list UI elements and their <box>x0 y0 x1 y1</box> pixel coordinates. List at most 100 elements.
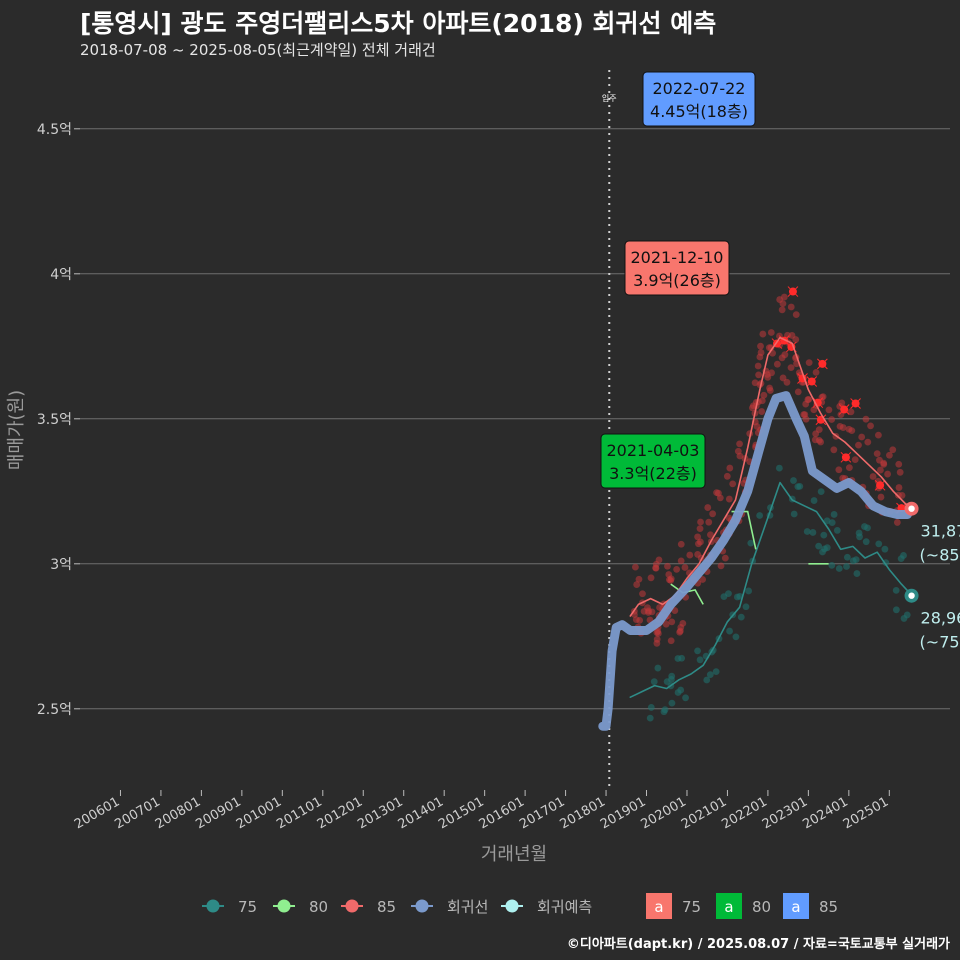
footer-credit: ©디아파트(dapt.kr) / 2025.08.07 / 자료=국토교통부 실… <box>566 937 950 952</box>
scatter-point-85 <box>723 472 731 480</box>
legend-label: 80 <box>309 898 328 916</box>
callout-date: 2021-12-10 <box>631 248 724 267</box>
scatter-cross <box>787 286 799 297</box>
scatter-point-75 <box>668 699 676 707</box>
scatter-point-75 <box>725 590 732 598</box>
scatter-point-75 <box>810 497 818 504</box>
scatter-point-75 <box>833 527 841 534</box>
x-axis: 2006012007012008012009012010012011012012… <box>72 790 891 832</box>
scatter-point-85 <box>880 459 888 467</box>
scatter-point-85 <box>763 371 771 378</box>
scatter-point-85 <box>818 393 826 401</box>
scatter-point-85 <box>736 452 744 460</box>
y-axis: 2.5억 3억 3.5억 4억 4.5억 <box>37 122 80 718</box>
scatter-point-85 <box>787 364 795 372</box>
scatter-point-85 <box>877 466 884 474</box>
scatter-point-85 <box>757 349 765 356</box>
scatter-point-85 <box>895 484 903 491</box>
scatter-point-75 <box>663 678 671 686</box>
scatter-point-75 <box>809 529 817 536</box>
callout-price: 4.45억(18층) <box>650 102 748 121</box>
scatter-point-75 <box>775 464 783 472</box>
scatter-point-85 <box>867 422 874 430</box>
y-tick-label: 3억 <box>50 557 72 573</box>
chart-subtitle: 2018-07-08 ~ 2025-08-05(최근계약일) 전체 거래건 <box>80 41 436 59</box>
scatter-point-85 <box>895 460 903 468</box>
scatter-point-85 <box>686 569 693 577</box>
scatter-point-85 <box>759 330 767 338</box>
scatter-point-85 <box>825 406 833 414</box>
callout-box <box>600 433 706 489</box>
scatter-point-85 <box>877 493 885 501</box>
legend-key-dot <box>415 899 429 913</box>
scatter-point-85 <box>697 518 704 526</box>
legend-box-label: 85 <box>819 898 838 916</box>
scatter-point-75 <box>794 483 802 491</box>
scatter-point-85 <box>736 440 743 448</box>
scatter-point-85 <box>755 371 762 379</box>
scatter-point-85 <box>805 359 813 367</box>
scatter-point-85 <box>653 629 661 636</box>
scatter-point-85 <box>873 450 881 458</box>
legend-key-dot <box>345 899 359 913</box>
x-tick-label: 200901 <box>193 794 243 832</box>
scatter-point-75 <box>900 615 908 622</box>
scatter-point-75 <box>820 531 828 539</box>
scatter-point-75 <box>864 524 871 532</box>
scatter-point-75 <box>668 672 676 680</box>
legend-label: 75 <box>238 898 257 916</box>
scatter-point-75 <box>726 627 733 635</box>
scatter-point-85 <box>694 533 702 541</box>
scatter-point-85 <box>779 374 787 382</box>
scatter-cross <box>817 358 828 370</box>
scatter-point-85 <box>810 406 818 414</box>
scatter-point-85 <box>886 451 893 459</box>
scatter-point-85 <box>812 430 820 438</box>
x-tick-label: 201901 <box>598 794 648 832</box>
scatter-point-85 <box>836 422 844 430</box>
scatter-point-85 <box>748 404 756 412</box>
x-tick-label: 201101 <box>274 794 324 832</box>
scatter-cross <box>815 414 827 426</box>
x-tick-label: 202201 <box>719 794 769 832</box>
y-axis-label: 매매가(원) <box>6 390 27 470</box>
callout-box <box>642 71 756 127</box>
scatter-point-75 <box>828 561 836 569</box>
legend-box-glyph: a <box>724 898 733 916</box>
scatter-point-85 <box>677 557 685 565</box>
scatter-point-75 <box>815 542 823 550</box>
scatter-point-85 <box>858 433 866 441</box>
scatter-point-75 <box>678 654 686 662</box>
scatter-point-85 <box>653 635 661 643</box>
x-tick-label: 202001 <box>638 794 688 832</box>
scatter-point-75 <box>694 647 701 655</box>
x-tick-label: 201501 <box>436 794 486 832</box>
scatter-point-85 <box>788 332 796 339</box>
scatter-cross <box>850 398 861 409</box>
scatter-point-85 <box>686 551 694 559</box>
scatter-point-75 <box>803 528 811 535</box>
x-tick-label: 201201 <box>315 794 365 832</box>
x-tick-label: 202501 <box>841 794 891 832</box>
scatter-point-85 <box>884 470 891 478</box>
legend: 75 80 85 회귀선 회귀예측 a 75 a 80 a 85 <box>202 893 838 919</box>
scatter-point-75 <box>849 557 857 565</box>
scatter-cross <box>840 451 852 463</box>
scatter-point-85 <box>636 616 644 624</box>
scatter-point-85 <box>725 495 733 503</box>
scatter-point-85 <box>847 408 855 416</box>
scatter-point-75 <box>855 529 863 537</box>
series-line-regression <box>598 391 912 731</box>
scatter-point-85 <box>787 303 795 311</box>
scatter-point-85 <box>662 620 670 628</box>
legend-box-glyph: a <box>791 898 800 916</box>
scatter-point-75 <box>732 633 740 641</box>
scatter-point-75 <box>881 545 889 553</box>
scatter-point-85 <box>729 480 737 488</box>
y-tick-label: 3.5억 <box>37 412 72 428</box>
scatter-point-85 <box>778 306 786 314</box>
scatter-point-75 <box>703 676 711 684</box>
scatter-point-85 <box>681 564 689 571</box>
scatter-point-85 <box>713 489 720 497</box>
endpoint-marker-center <box>908 505 915 512</box>
